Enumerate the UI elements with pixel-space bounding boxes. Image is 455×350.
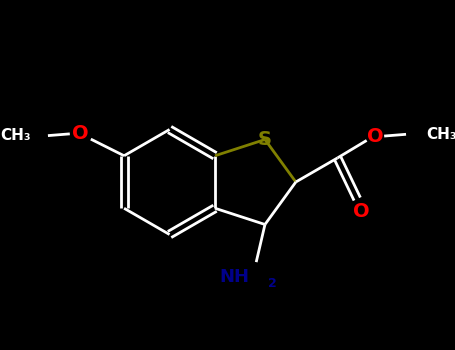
Text: 2: 2 xyxy=(268,276,276,289)
Text: CH₃: CH₃ xyxy=(0,128,30,143)
Text: O: O xyxy=(72,124,89,144)
Text: CH₃: CH₃ xyxy=(426,127,455,142)
Text: NH: NH xyxy=(219,268,249,286)
Text: S: S xyxy=(258,130,272,149)
Text: O: O xyxy=(353,202,370,221)
Text: O: O xyxy=(367,127,384,146)
